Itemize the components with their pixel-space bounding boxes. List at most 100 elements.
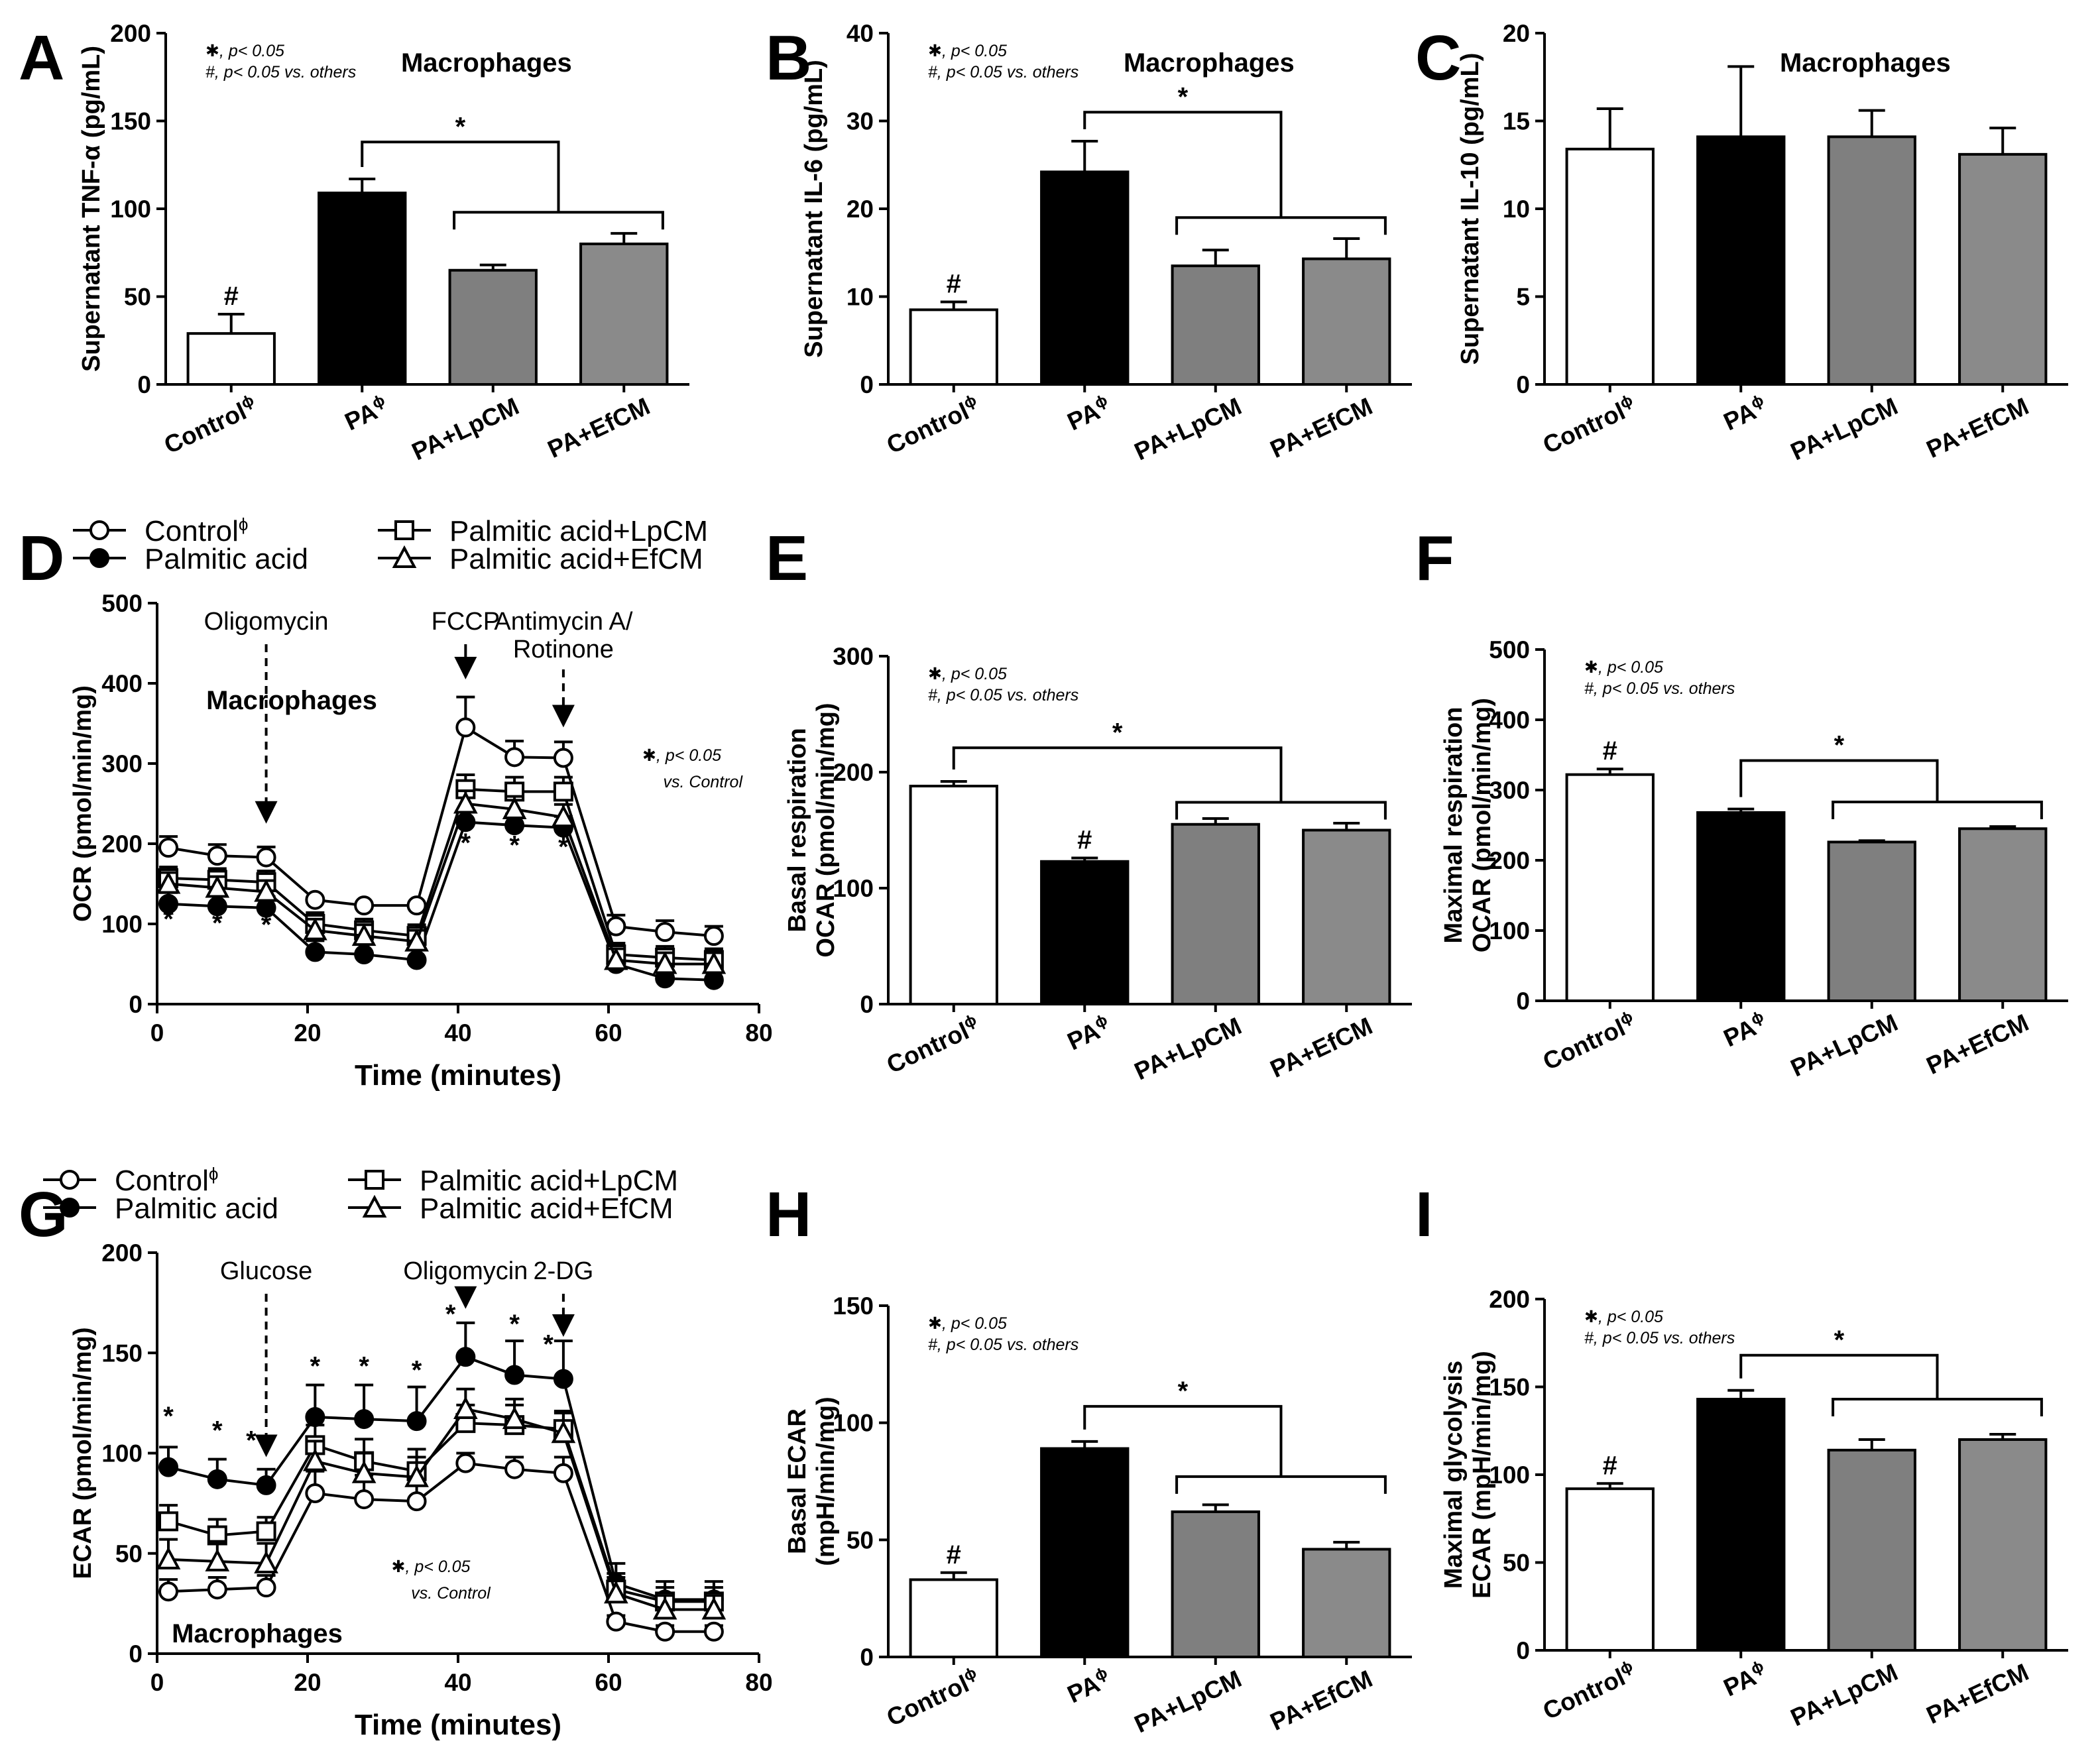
panel-i: 0 50 100 150 200 Maximal glycolysis ECAR (mpH/…: [1415, 1179, 2068, 1731]
event-label: FCCP: [432, 608, 500, 636]
data-point: [205, 875, 230, 898]
category-label: PA+EfCM: [544, 392, 654, 463]
stat-note: ✱, p< 0.05: [928, 42, 1007, 60]
y-tick-label: 0: [860, 371, 874, 398]
bar-pa-efcm: [1958, 1438, 2048, 1652]
panel-b: 0 10 20 30 40 Supernatant IL-6 (pg/mL) Control…: [766, 20, 1412, 465]
bar-pa-lpcm: [1827, 135, 1916, 386]
significance-star: *: [509, 1310, 520, 1339]
category-label: PA+LpCM: [1130, 1665, 1246, 1738]
category-label: PA+LpCM: [1786, 1658, 1902, 1731]
bar-control: [909, 785, 998, 1005]
event-arrow-head: [255, 801, 278, 824]
data-point: [502, 796, 527, 819]
y-axis-label-line2: OCAR (pmol/min/mg): [812, 703, 840, 957]
bar-pa-lpcm: [1171, 1510, 1260, 1659]
y-axis-label: ECAR (pmol/min/mg): [69, 1328, 97, 1579]
data-point: [254, 879, 278, 902]
bar-pa-efcm: [1958, 152, 2048, 386]
x-tick-label: 80: [745, 1019, 772, 1047]
data-point: [205, 1548, 230, 1571]
data-point: [354, 1489, 375, 1510]
data-point: [453, 1396, 478, 1419]
series-palmitic-acid-efcm: [156, 789, 727, 974]
legend-label: Palmitic acid: [145, 543, 308, 575]
panel-letter: E: [766, 523, 808, 594]
panel-letter: G: [19, 1179, 68, 1250]
y-tick-label: 150: [833, 1292, 874, 1320]
data-point: [351, 1460, 377, 1483]
y-axis-label: Basal respiration: [784, 728, 811, 932]
category-label: PA+EfCM: [1922, 1658, 2033, 1729]
y-axis-label-line2: ECAR (mpH/min/mg): [1468, 1351, 1496, 1599]
significance-star: *: [1178, 82, 1189, 111]
data-point: [406, 1491, 427, 1512]
series-palmitic-acid-efcm: [156, 1387, 727, 1620]
y-tick-label: 200: [833, 759, 874, 786]
y-axis-label: Supernatant TNF-α (pg/mL): [78, 46, 105, 372]
y-axis-label-line2: (mpH/min/mg): [812, 1396, 840, 1565]
stat-note: #, p< 0.05 vs. others: [1584, 679, 1735, 698]
data-point: [551, 804, 576, 828]
series-line: [168, 725, 715, 938]
panel-title: Macrophages: [1780, 48, 1951, 78]
stat-note: ✱, p< 0.05: [1584, 1308, 1663, 1326]
category-label: Controlϕ: [882, 1664, 984, 1731]
y-tick-label: 100: [833, 875, 874, 902]
y-tick-label: 150: [101, 1339, 143, 1367]
data-point: [305, 942, 325, 962]
stat-note: ✱, p< 0.05: [1584, 658, 1663, 677]
bar-pa: [1040, 860, 1130, 1005]
data-point: [394, 520, 414, 540]
y-tick-label: 100: [1489, 917, 1530, 944]
data-point: [453, 791, 478, 814]
y-tick-label: 40: [846, 20, 874, 47]
significance-bracket-group: [1175, 1475, 1387, 1494]
data-point: [406, 950, 427, 970]
data-point: [406, 1411, 427, 1432]
bar-pa: [1040, 1447, 1130, 1659]
y-tick-label: 50: [124, 284, 151, 311]
series-palmitic-acid-lpcm: [158, 1403, 724, 1612]
data-point: [703, 926, 724, 946]
significance-star: *: [509, 831, 520, 860]
panel-h: 0 50 100 150 Basal ECAR (mpH/min/mg) Controlϕ P…: [766, 1179, 1412, 1738]
data-point: [404, 1464, 429, 1487]
category-label: PAϕ: [1063, 1011, 1115, 1055]
category-label: PA+EfCM: [1922, 392, 2033, 463]
bar-pa: [1696, 1398, 1786, 1652]
y-axis-label: Supernatant IL-10 (pg/mL): [1456, 53, 1484, 365]
data-point: [455, 717, 476, 738]
y-tick-label: 200: [110, 20, 151, 47]
data-point: [652, 1597, 677, 1620]
data-point: [207, 1579, 227, 1600]
category-label: PA+LpCM: [1130, 1012, 1246, 1085]
y-tick-label: 100: [110, 196, 151, 223]
bar-control: [1565, 773, 1655, 1003]
significance-hash: #: [1603, 736, 1617, 766]
event-label: Antimycin A/: [494, 608, 633, 636]
data-point: [392, 545, 417, 568]
y-tick-label: 0: [129, 1640, 143, 1668]
data-point: [60, 1170, 80, 1190]
y-tick-label: 0: [860, 1644, 874, 1671]
significance-star: *: [163, 1402, 174, 1431]
category-label: PA+LpCM: [408, 392, 523, 465]
stat-note: ✱, p< 0.05: [392, 1558, 471, 1576]
y-tick-label: 0: [1516, 1637, 1530, 1664]
x-axis-label: Time (minutes): [355, 1059, 561, 1092]
category-label: PA+EfCM: [1266, 1012, 1377, 1083]
panel-letter: H: [766, 1179, 811, 1250]
y-tick-label: 200: [1489, 847, 1530, 874]
significance-star: *: [212, 1416, 223, 1445]
legend-label: Controlϕ: [115, 1164, 218, 1197]
data-point: [604, 1581, 628, 1604]
significance-star: *: [310, 1352, 321, 1381]
data-point: [351, 923, 377, 946]
category-label: PAϕ: [1719, 1007, 1771, 1052]
data-point: [551, 1420, 576, 1444]
stat-note: #, p< 0.05 vs. others: [205, 63, 356, 82]
y-axis-label: Maximal glycolysis: [1440, 1361, 1468, 1589]
